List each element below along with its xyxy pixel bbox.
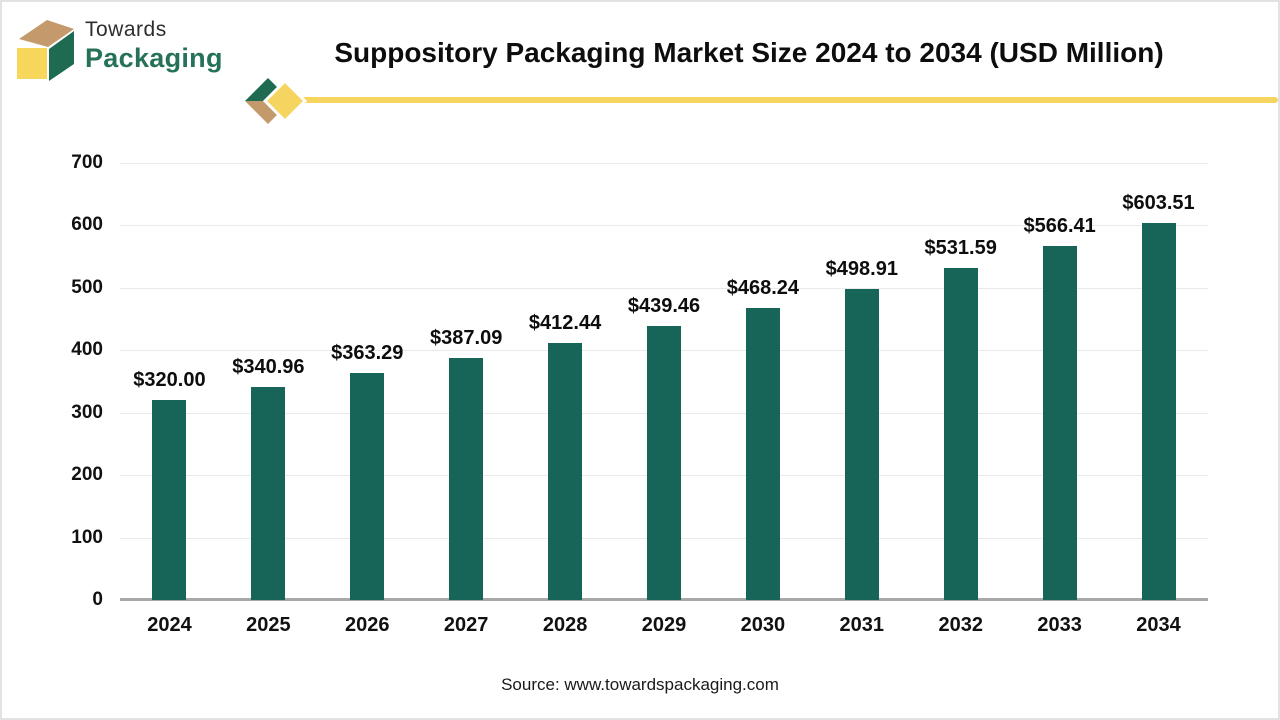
bar-2033 <box>1042 246 1077 600</box>
bar-2029 <box>646 325 681 600</box>
bar-2027 <box>449 358 484 600</box>
bar-value-label: $363.29 <box>331 342 404 365</box>
bar-column-2025: $340.96 <box>219 163 318 600</box>
bar-value-label: $320.00 <box>133 369 206 392</box>
chart-title: Suppository Packaging Market Size 2024 t… <box>334 37 1164 68</box>
y-axis-tick-label: 200 <box>71 464 103 486</box>
y-axis-tick-label: 400 <box>71 339 103 361</box>
bar-column-2027: $387.09 <box>417 163 516 600</box>
x-axis-label-2028: 2028 <box>542 614 588 636</box>
x-axis-label-2031: 2031 <box>839 614 885 636</box>
brand-cube-icon <box>17 20 74 81</box>
bar-column-2026: $363.29 <box>318 163 417 600</box>
bar-value-label: $412.44 <box>528 311 602 334</box>
bar-2031 <box>844 288 879 600</box>
gridline <box>120 225 1208 227</box>
y-axis-tick-label: 300 <box>71 401 103 423</box>
source-text: Source: www.towardspackaging.com <box>501 675 779 694</box>
bar-value-label: $340.96 <box>232 356 305 379</box>
x-axis-label-2030: 2030 <box>740 614 786 636</box>
y-axis-tick-label: 100 <box>71 526 103 548</box>
bar-column-2032: $531.59 <box>911 163 1010 600</box>
bar-2034 <box>1141 223 1176 600</box>
brand-name-line1: Towards <box>85 18 167 41</box>
gridline <box>120 287 1208 289</box>
bar-value-label: $387.09 <box>430 327 503 350</box>
x-axis-label-2033: 2033 <box>1037 614 1082 636</box>
bar-2028 <box>548 342 583 600</box>
y-axis-tick-label: 600 <box>71 214 103 236</box>
bar-column-2028: $412.44 <box>516 163 615 600</box>
bar-column-2034: $603.51 <box>1109 163 1208 600</box>
bar-2026 <box>350 373 385 600</box>
x-axis-label-2026: 2026 <box>345 614 390 636</box>
x-axis-label-2025: 2025 <box>246 614 291 636</box>
divider-line <box>300 97 1278 103</box>
bar-value-label: $531.59 <box>924 237 997 260</box>
bar-value-label: $498.91 <box>825 257 898 280</box>
brand-logo: Towards Packaging <box>85 17 223 73</box>
bar-column-2033: $566.41 <box>1010 163 1109 600</box>
bar-value-label: $603.51 <box>1122 192 1195 215</box>
y-axis: 0 100 200 300 400 500 600 700 <box>30 152 103 610</box>
bar-2030 <box>745 307 780 600</box>
bar-column-2031: $498.91 <box>812 163 911 600</box>
bar-2024 <box>152 400 187 600</box>
y-axis-tick-label: 0 <box>92 589 103 610</box>
x-axis-label-2027: 2027 <box>443 614 489 636</box>
divider-diamond-icon <box>245 78 308 124</box>
y-axis-tick-label: 700 <box>71 152 103 173</box>
gridline <box>120 163 1208 164</box>
x-axis-label-2024: 2024 <box>147 614 192 636</box>
bar-column-2029: $439.46 <box>615 163 714 600</box>
bar-value-label: $566.41 <box>1023 215 1096 238</box>
x-axis-label-2034: 2034 <box>1136 614 1181 636</box>
brand-name-line2: Packaging <box>85 43 223 73</box>
plot-area: $320.00 $340.96 $363.29 $387.09 $412.44 $439.… <box>120 163 1208 601</box>
x-axis-label-2029: 2029 <box>641 614 687 636</box>
y-axis-tick-label: 500 <box>71 276 103 298</box>
x-axis: 2024 2025 2026 2027 2028 2029 2030 2031 2032 2033… <box>120 613 1208 637</box>
x-axis-label-2032: 2032 <box>938 614 983 636</box>
bar-2032 <box>943 268 978 600</box>
bar-value-label: $439.46 <box>627 294 701 317</box>
bar-value-label: $468.24 <box>726 276 800 299</box>
bar-column-2030: $468.24 <box>713 163 812 600</box>
bar-2025 <box>251 387 286 600</box>
bar-column-2024: $320.00 <box>120 163 219 600</box>
